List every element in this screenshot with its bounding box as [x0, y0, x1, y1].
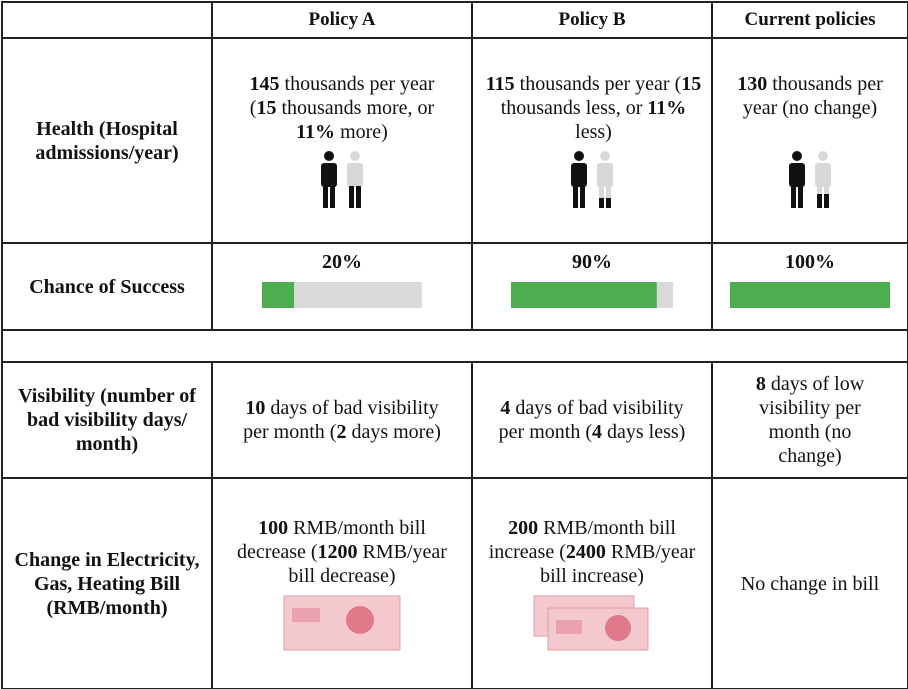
bold-text: 130 — [737, 73, 767, 95]
cell: 100% — [712, 243, 908, 330]
row-label: Change in Electricity, Gas, Heating Bill… — [2, 478, 212, 689]
bold-text: 1200 — [318, 541, 358, 563]
cell: 8 days of low visibility per month (no c… — [712, 362, 908, 478]
progress-bar — [511, 282, 673, 308]
cell: 130 thousands per year (no change) — [712, 38, 908, 243]
cell-text: 115 thousands per year (15 thousands les… — [481, 72, 706, 144]
bold-text: 11% — [296, 121, 335, 143]
cell: 200 RMB/month bill increase (2400 RMB/ye… — [472, 478, 712, 689]
column-header: Policy B — [472, 2, 712, 38]
text: thousands per year ( — [515, 73, 682, 95]
cell: 115 thousands per year (15 thousands les… — [472, 38, 712, 243]
percent-label: 100% — [721, 250, 899, 274]
spacer-cell — [2, 330, 908, 362]
text: more) — [335, 121, 388, 143]
percent-label: 90% — [481, 250, 703, 274]
people-icon — [312, 150, 372, 210]
people-icon — [780, 150, 840, 210]
cell: 20% — [212, 243, 472, 330]
banknote-icon — [282, 594, 402, 652]
bold-text: 100 — [258, 517, 288, 539]
bold-text: 2 — [336, 421, 346, 443]
spacer-row — [2, 330, 908, 362]
bold-text: 8 — [756, 373, 766, 395]
cell-text: 145 thousands per year (15 thousands mor… — [235, 72, 450, 144]
bar-fill — [262, 282, 294, 308]
column-header: Policy A — [212, 2, 472, 38]
cell: 90% — [472, 243, 712, 330]
cell-text: 10 days of bad visibility per month (2 d… — [242, 396, 442, 444]
page: Policy A Policy B Current policies Healt… — [0, 1, 908, 689]
corner-cell — [2, 2, 212, 38]
cell-text: No change in bill — [721, 572, 899, 596]
percent-label: 20% — [221, 250, 463, 274]
bold-text: 200 — [508, 517, 538, 539]
bold-text: 15 — [681, 73, 701, 95]
bold-text: 4 — [592, 421, 602, 443]
comparison-table: Policy A Policy B Current policies Healt… — [1, 1, 908, 689]
text: less) — [575, 121, 612, 143]
text: thousands less, or — [501, 97, 648, 119]
text: No change in bill — [741, 573, 879, 595]
text: days less) — [602, 421, 685, 443]
text: days of low visibility per month (no cha… — [759, 373, 864, 467]
bold-text: 10 — [245, 397, 265, 419]
bold-text: 145 — [250, 73, 280, 95]
row-label: Visibility (number of bad visibility day… — [2, 362, 212, 478]
visibility-row: Visibility (number of bad visibility day… — [2, 362, 908, 478]
bold-text: 15 — [256, 97, 276, 119]
bar-fill — [730, 282, 890, 308]
header-row: Policy A Policy B Current policies — [2, 2, 908, 38]
cell-text: 100 RMB/month bill decrease (1200 RMB/ye… — [225, 516, 460, 588]
text: days more) — [346, 421, 440, 443]
cell: 10 days of bad visibility per month (2 d… — [212, 362, 472, 478]
health-row: Health (Hospital admissions/year) 145 th… — [2, 38, 908, 243]
cell: 4 days of bad visibility per month (4 da… — [472, 362, 712, 478]
bold-text: 115 — [486, 73, 515, 95]
bill-row: Change in Electricity, Gas, Heating Bill… — [2, 478, 908, 689]
text: thousands more, or — [276, 97, 434, 119]
column-header: Current policies — [712, 2, 908, 38]
cell: 145 thousands per year (15 thousands mor… — [212, 38, 472, 243]
row-label: Health (Hospital admissions/year) — [2, 38, 212, 243]
bold-text: 2400 — [566, 541, 606, 563]
cell-text: 8 days of low visibility per month (no c… — [735, 372, 885, 468]
cell: 100 RMB/month bill decrease (1200 RMB/ye… — [212, 478, 472, 689]
cell-text: 200 RMB/month bill increase (2400 RMB/ye… — [482, 516, 702, 588]
bold-text: 11% — [647, 97, 686, 119]
bar-fill — [511, 282, 657, 308]
progress-bar — [730, 282, 890, 308]
row-label: Chance of Success — [2, 243, 212, 330]
success-row: Chance of Success 20% 90% 100% — [2, 243, 908, 330]
bold-text: 4 — [500, 397, 510, 419]
cell: No change in bill — [712, 478, 908, 689]
cell-text: 4 days of bad visibility per month (4 da… — [487, 396, 697, 444]
people-icon — [562, 150, 622, 210]
progress-bar — [262, 282, 422, 308]
banknote-icon — [532, 594, 652, 652]
cell-text: 130 thousands per year (no change) — [725, 72, 895, 120]
